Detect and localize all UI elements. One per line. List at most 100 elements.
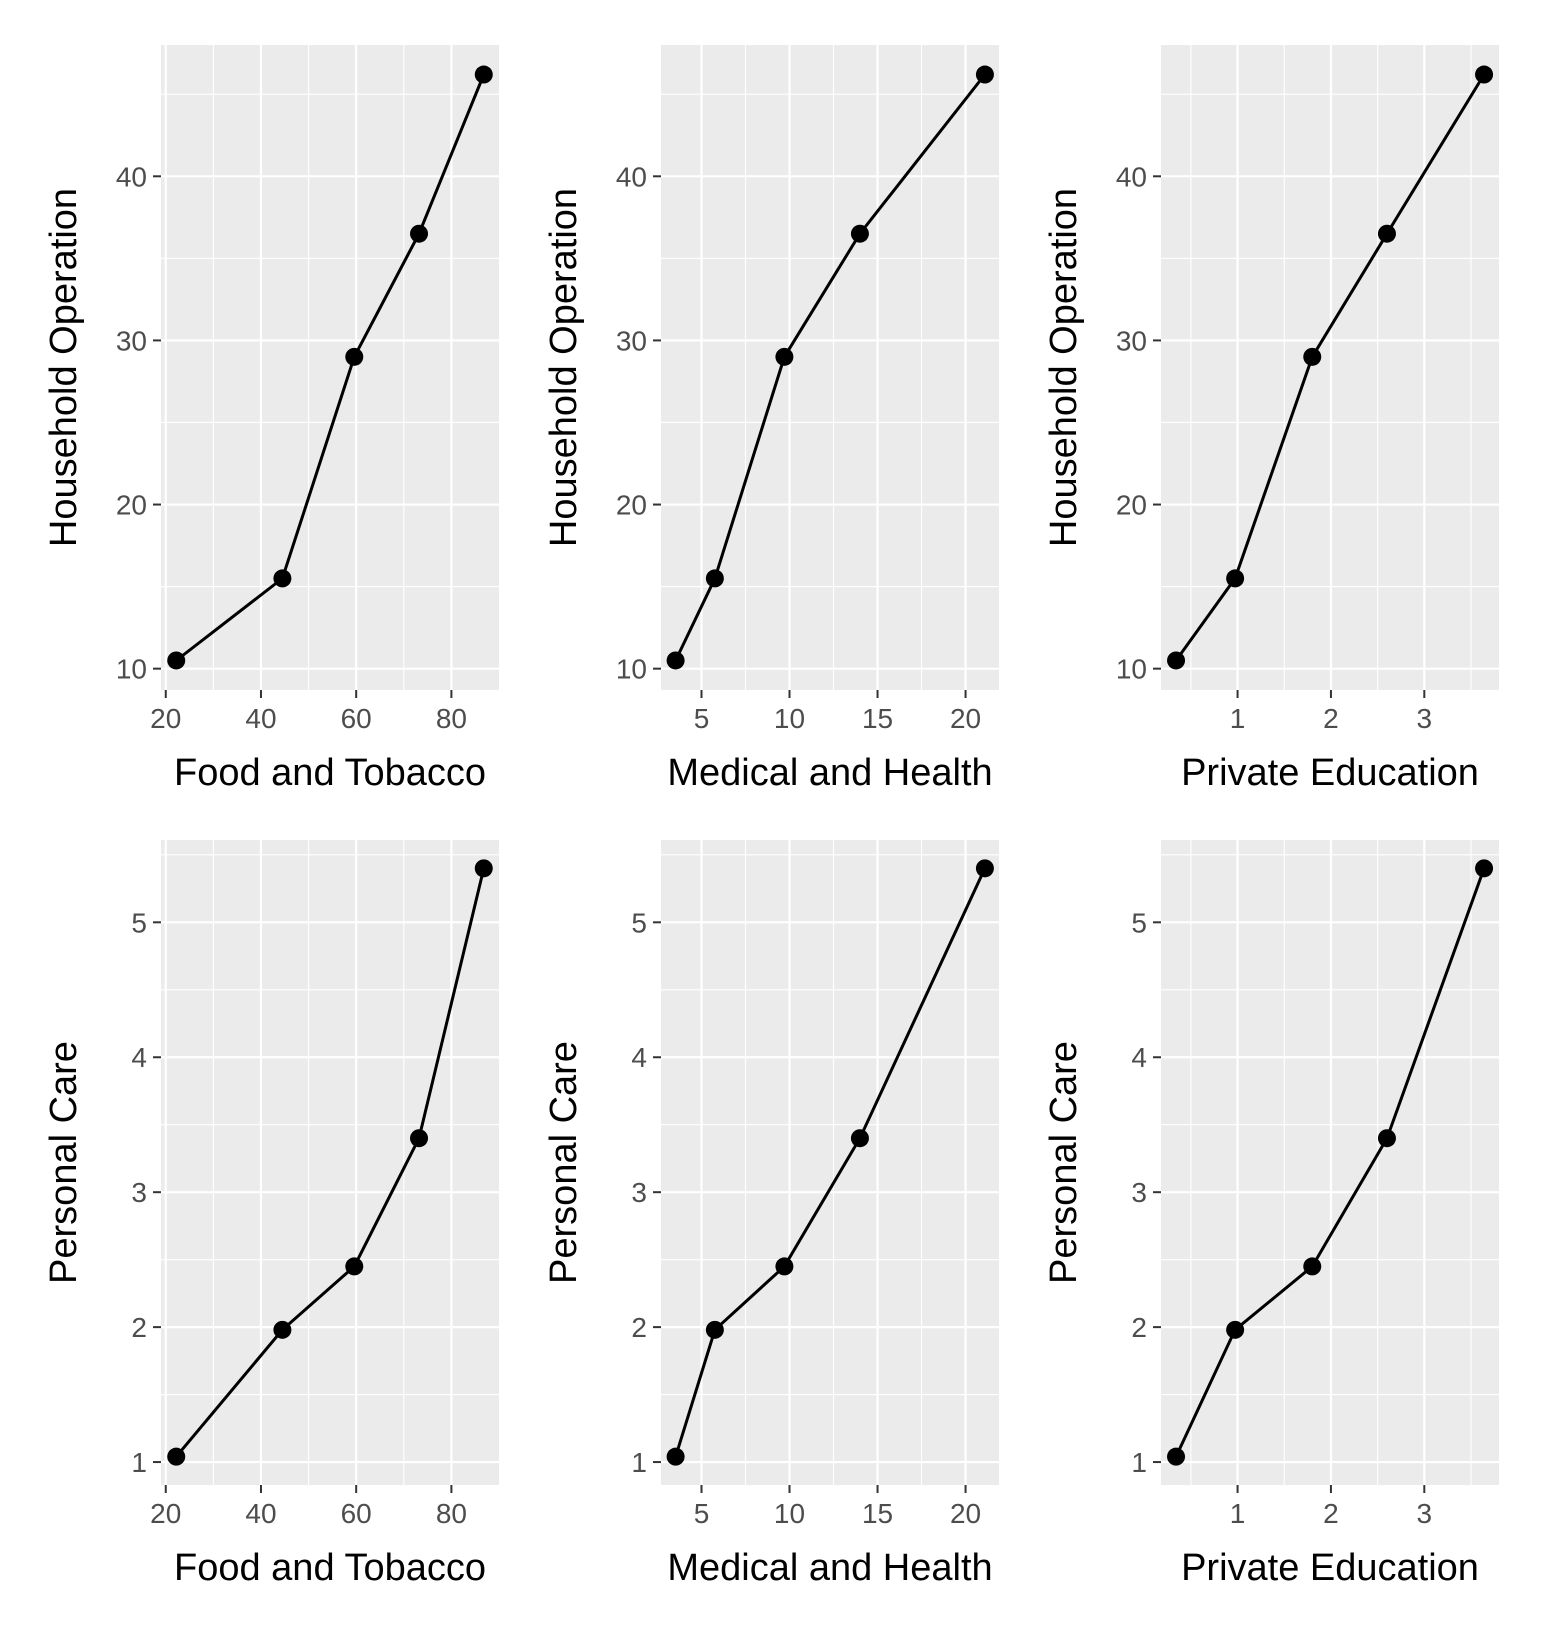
data-point bbox=[850, 1129, 869, 1148]
y-tick-label: 5 bbox=[131, 907, 147, 938]
data-point bbox=[1475, 65, 1494, 84]
x-tick-label: 20 bbox=[150, 1498, 181, 1529]
x-tick-label: 5 bbox=[694, 703, 710, 734]
data-point bbox=[167, 1447, 186, 1466]
y-tick-label: 3 bbox=[131, 1177, 147, 1208]
chart-panel-6: 1 2 3 1 2 3 4 5 Private Education Personal Care bbox=[1043, 840, 1499, 1589]
y-tick-label: 4 bbox=[1131, 1042, 1147, 1073]
x-axis-title: Private Education bbox=[1181, 752, 1479, 794]
x-axis-title: Medical and Health bbox=[667, 1547, 992, 1589]
x-axis-title: Private Education bbox=[1181, 1547, 1479, 1589]
x-tick-label: 20 bbox=[150, 703, 181, 734]
data-point bbox=[474, 859, 493, 878]
panel-background bbox=[161, 45, 499, 690]
data-point bbox=[1167, 651, 1186, 670]
panel-background bbox=[161, 840, 499, 1485]
x-tick-label: 1 bbox=[1230, 703, 1246, 734]
panel-background bbox=[661, 45, 999, 690]
data-point bbox=[1377, 224, 1396, 243]
y-tick-label: 40 bbox=[616, 161, 647, 192]
y-tick-label: 2 bbox=[1131, 1312, 1147, 1343]
data-point bbox=[1226, 569, 1245, 588]
y-tick-label: 20 bbox=[116, 490, 147, 521]
x-tick-label: 2 bbox=[1323, 703, 1339, 734]
x-tick-label: 60 bbox=[341, 703, 372, 734]
y-tick-label: 1 bbox=[631, 1447, 647, 1478]
x-tick-label: 60 bbox=[341, 1498, 372, 1529]
data-point bbox=[1167, 1447, 1186, 1466]
y-tick-label: 5 bbox=[631, 907, 647, 938]
y-tick-label: 20 bbox=[616, 490, 647, 521]
y-tick-label: 30 bbox=[116, 325, 147, 356]
y-axis-title: Household Operation bbox=[1043, 188, 1085, 547]
x-tick-label: 15 bbox=[862, 1498, 893, 1529]
y-axis-title: Household Operation bbox=[43, 188, 85, 547]
y-tick-label: 3 bbox=[631, 1177, 647, 1208]
data-point bbox=[975, 859, 994, 878]
chart-panel-2: 5 10 15 20 10 20 30 40 Medical and Health Househo… bbox=[543, 45, 999, 794]
x-tick-label: 40 bbox=[245, 1498, 276, 1529]
y-tick-label: 20 bbox=[1116, 490, 1147, 521]
y-axis-title: Personal Care bbox=[1043, 1041, 1085, 1284]
x-tick-label: 20 bbox=[950, 703, 981, 734]
data-point bbox=[1377, 1129, 1396, 1148]
y-tick-label: 30 bbox=[1116, 325, 1147, 356]
chart-panel-4: 20 40 60 80 1 2 3 4 5 Food and Tobacco Personal Ca… bbox=[43, 840, 499, 1589]
data-point bbox=[410, 224, 429, 243]
y-tick-label: 40 bbox=[1116, 161, 1147, 192]
data-point bbox=[474, 65, 493, 84]
x-tick-label: 20 bbox=[950, 1498, 981, 1529]
data-point bbox=[775, 1257, 794, 1276]
x-axis-title: Food and Tobacco bbox=[174, 1547, 486, 1589]
x-tick-label: 2 bbox=[1323, 1498, 1339, 1529]
y-tick-label: 2 bbox=[631, 1312, 647, 1343]
chart-panel-3: 1 2 3 10 20 30 40 Private Education Household Op… bbox=[1043, 45, 1499, 794]
y-axis-title: Personal Care bbox=[43, 1041, 85, 1284]
y-tick-label: 4 bbox=[631, 1042, 647, 1073]
x-tick-label: 3 bbox=[1417, 1498, 1433, 1529]
x-axis-title: Medical and Health bbox=[667, 752, 992, 794]
data-point bbox=[273, 569, 292, 588]
data-point bbox=[705, 1320, 724, 1339]
x-tick-label: 15 bbox=[862, 703, 893, 734]
y-tick-label: 10 bbox=[1116, 654, 1147, 685]
y-tick-label: 4 bbox=[131, 1042, 147, 1073]
x-tick-label: 80 bbox=[436, 1498, 467, 1529]
data-point bbox=[705, 569, 724, 588]
data-point bbox=[410, 1129, 429, 1148]
data-point bbox=[1475, 859, 1494, 878]
data-point bbox=[1303, 1257, 1322, 1276]
x-tick-label: 1 bbox=[1230, 1498, 1246, 1529]
y-tick-label: 10 bbox=[616, 654, 647, 685]
panel-background bbox=[661, 840, 999, 1485]
y-tick-label: 2 bbox=[131, 1312, 147, 1343]
data-point bbox=[345, 347, 364, 366]
x-tick-label: 10 bbox=[774, 703, 805, 734]
data-point bbox=[167, 651, 186, 670]
y-tick-label: 30 bbox=[616, 325, 647, 356]
data-point bbox=[345, 1257, 364, 1276]
y-tick-label: 40 bbox=[116, 161, 147, 192]
y-tick-label: 3 bbox=[1131, 1177, 1147, 1208]
x-axis-title: Food and Tobacco bbox=[174, 752, 486, 794]
data-point bbox=[666, 1447, 685, 1466]
data-point bbox=[1303, 347, 1322, 366]
x-tick-label: 10 bbox=[774, 1498, 805, 1529]
x-tick-label: 40 bbox=[245, 703, 276, 734]
x-tick-label: 5 bbox=[694, 1498, 710, 1529]
data-point bbox=[1226, 1320, 1245, 1339]
data-point bbox=[775, 347, 794, 366]
data-point bbox=[273, 1320, 292, 1339]
data-point bbox=[850, 224, 869, 243]
data-point bbox=[975, 65, 994, 84]
y-axis-title: Household Operation bbox=[543, 188, 585, 547]
y-tick-label: 5 bbox=[1131, 907, 1147, 938]
y-axis-title: Personal Care bbox=[543, 1041, 585, 1284]
data-point bbox=[666, 651, 685, 670]
y-tick-label: 10 bbox=[116, 654, 147, 685]
x-tick-label: 3 bbox=[1417, 703, 1433, 734]
x-tick-label: 80 bbox=[436, 703, 467, 734]
chart-panel-5: 5 10 15 20 1 2 3 4 5 Medical and Health Personal C… bbox=[543, 840, 999, 1589]
